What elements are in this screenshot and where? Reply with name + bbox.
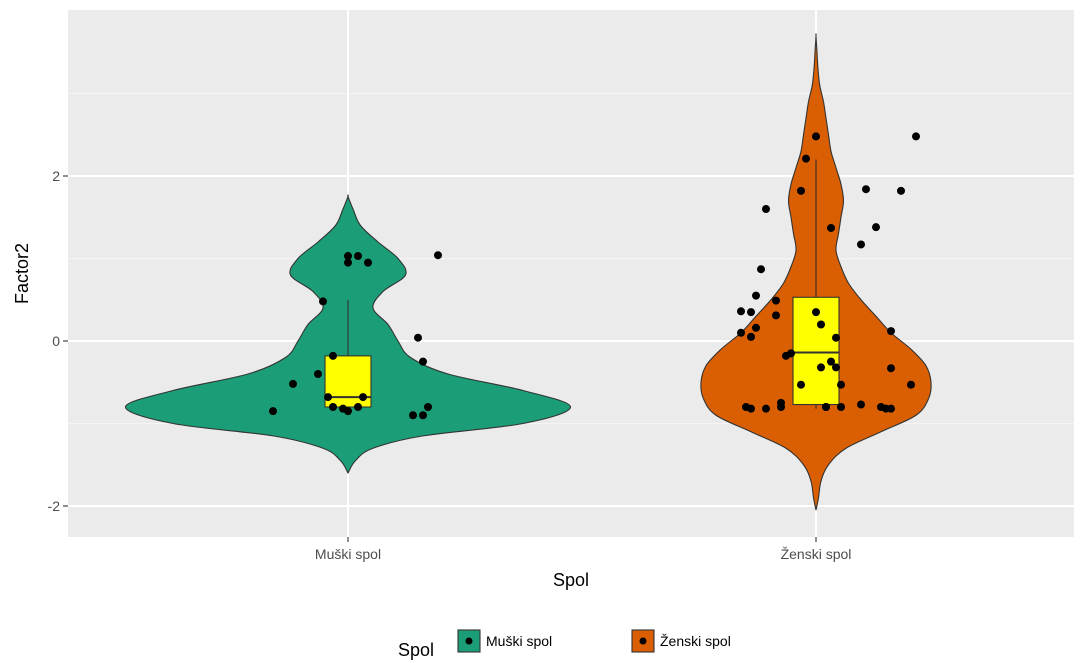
y-tick-label: 0 xyxy=(52,333,60,349)
data-point xyxy=(832,363,840,372)
data-point xyxy=(912,132,920,141)
data-point xyxy=(827,357,835,366)
data-point xyxy=(329,403,337,411)
data-point xyxy=(857,240,865,249)
data-point xyxy=(802,154,810,163)
data-point xyxy=(797,380,805,389)
x-tick-label: Ženski spol xyxy=(781,546,852,562)
legend-key-point xyxy=(465,637,473,645)
violin-group xyxy=(700,33,932,511)
data-point xyxy=(354,252,362,261)
legend-label: Ženski spol xyxy=(660,633,731,649)
data-point xyxy=(857,400,865,409)
data-point xyxy=(419,411,427,420)
data-point xyxy=(907,380,915,389)
data-point xyxy=(289,379,297,388)
legend-title: Spol xyxy=(398,640,434,660)
data-point xyxy=(862,185,870,194)
legend-label: Muški spol xyxy=(486,633,552,649)
plot-panel xyxy=(68,10,1074,537)
data-point xyxy=(797,186,805,195)
data-point xyxy=(414,333,422,342)
data-point xyxy=(772,296,780,305)
legend: Spol Muški spol Ženski spol xyxy=(398,629,731,660)
data-point xyxy=(434,251,442,260)
x-tick-label: Muški spol xyxy=(315,546,381,562)
violin-group xyxy=(124,194,572,475)
data-point xyxy=(354,403,362,411)
data-point xyxy=(314,370,322,378)
legend-key-point xyxy=(639,637,647,645)
data-point xyxy=(344,258,352,267)
data-point xyxy=(812,308,820,317)
data-point xyxy=(872,223,880,232)
data-point xyxy=(409,411,417,420)
data-point xyxy=(817,363,825,372)
data-point xyxy=(419,357,427,366)
data-point xyxy=(319,297,327,306)
data-point xyxy=(747,404,755,413)
data-point xyxy=(772,311,780,320)
data-point xyxy=(837,380,845,389)
data-point xyxy=(762,404,770,413)
data-point xyxy=(747,308,755,317)
data-point xyxy=(757,265,765,274)
data-point xyxy=(752,291,760,300)
data-point xyxy=(837,403,845,411)
legend-item: Muški spol xyxy=(457,629,552,653)
data-point xyxy=(324,393,332,402)
x-axis: Muški spol Ženski spol xyxy=(315,537,851,562)
data-point xyxy=(812,132,820,141)
data-point xyxy=(329,351,337,360)
data-point xyxy=(344,407,352,416)
data-point xyxy=(752,323,760,332)
data-point xyxy=(737,328,745,337)
y-tick-label: 2 xyxy=(52,168,60,184)
data-point xyxy=(424,403,432,411)
data-point xyxy=(747,332,755,341)
data-point xyxy=(364,258,372,267)
data-point xyxy=(777,398,785,407)
data-point xyxy=(737,307,745,316)
data-point xyxy=(887,327,895,336)
data-point xyxy=(897,186,905,195)
data-point xyxy=(887,364,895,373)
data-point xyxy=(822,403,830,411)
data-point xyxy=(269,407,277,416)
violins xyxy=(124,33,932,511)
data-point xyxy=(887,404,895,413)
data-point xyxy=(787,349,795,358)
legend-item: Ženski spol xyxy=(631,629,731,653)
data-point xyxy=(832,333,840,342)
y-axis: -2 0 2 xyxy=(48,168,68,514)
y-tick-label: -2 xyxy=(48,498,61,514)
y-axis-title: Factor2 xyxy=(12,243,32,304)
panel-background xyxy=(68,10,1074,537)
data-point xyxy=(359,393,367,402)
data-point xyxy=(344,252,352,261)
x-axis-title: Spol xyxy=(553,570,589,590)
data-point xyxy=(827,223,835,232)
data-point xyxy=(762,205,770,213)
data-point xyxy=(817,320,825,329)
